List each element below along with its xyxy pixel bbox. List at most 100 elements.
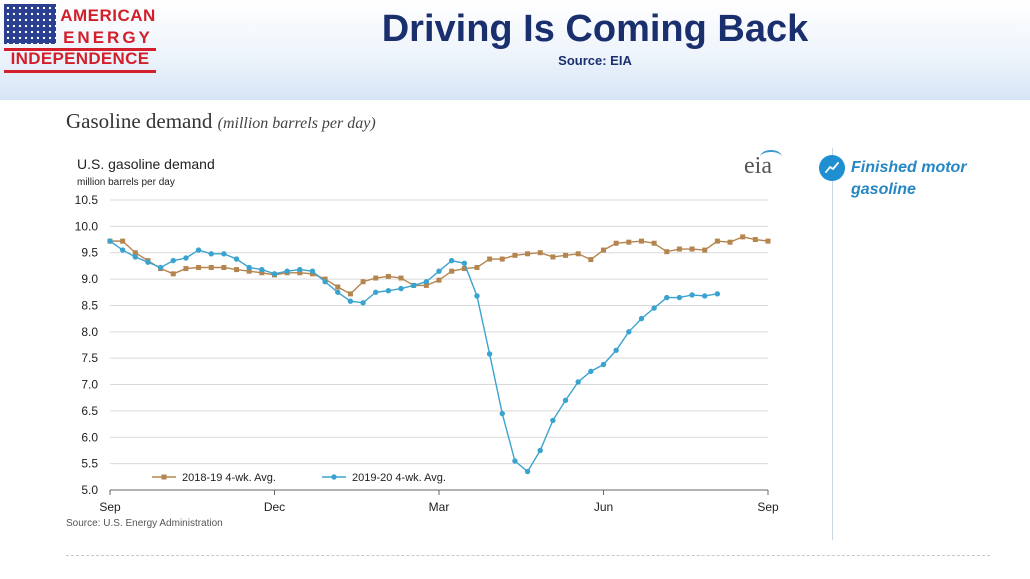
data-point — [499, 256, 505, 262]
eia-arc-icon — [760, 150, 782, 164]
data-point — [360, 279, 366, 285]
data-point — [373, 275, 379, 281]
data-point — [385, 273, 391, 279]
data-point — [449, 268, 455, 274]
data-point — [474, 264, 480, 270]
logo-line-2: ENERGY — [63, 28, 153, 47]
legend-marker — [161, 474, 167, 480]
data-point — [284, 268, 290, 274]
data-point — [259, 266, 265, 273]
data-point — [385, 287, 392, 294]
data-point — [752, 237, 758, 243]
data-point — [347, 298, 354, 304]
y-axis: 5.0 5.5 6.0 6.5 7.0 7.5 8.0 8.5 9.0 9.5 10.0 10.5 — [75, 193, 99, 497]
data-point — [208, 251, 214, 257]
data-point — [297, 270, 303, 276]
data-point — [461, 260, 468, 266]
logo-line-3: INDEPENDENCE — [10, 49, 150, 68]
data-point — [613, 240, 619, 246]
section-heading-main: Gasoline demand — [66, 109, 213, 133]
logo-stripe-top — [4, 48, 156, 51]
x-tick-label: Sep — [757, 500, 779, 514]
y-tick-label: 5.5 — [81, 457, 98, 471]
logo-stripe-bottom — [4, 70, 156, 73]
section-heading-unit: (million barrels per day) — [217, 115, 376, 132]
data-point — [537, 447, 543, 454]
data-point — [157, 264, 164, 271]
data-point — [740, 234, 746, 240]
data-point — [195, 247, 202, 253]
data-point — [537, 250, 543, 256]
data-point — [638, 315, 645, 322]
y-tick-label: 9.0 — [81, 272, 98, 286]
data-point — [486, 351, 493, 357]
y-tick-label: 8.0 — [81, 325, 98, 339]
data-point — [550, 254, 556, 260]
data-point — [765, 238, 771, 244]
data-point — [234, 267, 240, 273]
data-point — [575, 379, 581, 385]
legend-marker — [331, 474, 337, 480]
data-point — [525, 251, 531, 257]
data-point — [664, 294, 670, 301]
legend-label: 2019-20 4-wk. Avg. — [352, 472, 446, 484]
data-point — [297, 266, 303, 273]
data-point — [170, 271, 176, 277]
data-point — [664, 249, 670, 255]
header-banner: AMERICAN ENERGY INDEPENDENCE Driving Is … — [0, 0, 1030, 100]
data-point — [651, 240, 657, 246]
data-point — [588, 368, 594, 375]
data-point — [410, 282, 417, 289]
data-point — [499, 410, 505, 417]
data-point — [196, 264, 202, 270]
data-point — [221, 264, 227, 270]
x-tick-label: Mar — [429, 500, 450, 514]
legend-label: 2018-19 4-wk. Avg. — [182, 472, 276, 484]
data-point — [714, 238, 720, 244]
x-axis: Sep Dec Mar Jun Sep — [99, 489, 779, 514]
series-selector-label[interactable]: Finished motor gasoline — [851, 159, 967, 198]
data-point — [613, 347, 619, 353]
flag-canton — [4, 4, 56, 44]
american-energy-independence-logo: AMERICAN ENERGY INDEPENDENCE — [4, 4, 156, 96]
data-point — [487, 256, 493, 262]
data-point — [398, 275, 404, 281]
x-tick-label: Dec — [264, 500, 285, 514]
data-point — [550, 417, 556, 424]
data-point — [563, 252, 569, 258]
data-point — [727, 239, 733, 245]
y-tick-label: 8.5 — [81, 298, 98, 312]
y-tick-label: 7.5 — [81, 351, 98, 365]
data-point — [183, 266, 189, 272]
data-point — [208, 264, 214, 270]
data-point — [651, 305, 657, 311]
data-point — [512, 252, 518, 258]
data-point — [626, 329, 632, 335]
data-point — [246, 264, 252, 271]
data-point — [132, 250, 138, 256]
panel-divider — [832, 148, 833, 540]
chart-subtitle: million barrels per day — [77, 177, 175, 188]
data-point — [676, 294, 683, 301]
data-point — [436, 268, 442, 274]
eia-logo: eia — [744, 150, 782, 180]
header-source: Source: EIA — [558, 53, 632, 68]
data-point — [689, 246, 695, 252]
data-point — [689, 292, 695, 298]
data-point — [575, 251, 581, 257]
y-tick-label: 5.0 — [81, 483, 98, 497]
chart-series — [107, 234, 771, 475]
logo-line-1: AMERICAN — [60, 6, 156, 25]
line-chart-icon[interactable] — [819, 155, 845, 181]
data-point — [702, 293, 708, 299]
y-tick-label: 9.5 — [81, 246, 98, 260]
data-point — [702, 247, 708, 253]
data-point — [271, 271, 278, 277]
y-tick-label: 6.0 — [81, 430, 98, 444]
data-point — [246, 268, 252, 274]
section-heading: Gasoline demand (million barrels per day… — [66, 109, 376, 134]
chart-title: U.S. gasoline demand — [77, 156, 215, 172]
data-point — [474, 293, 480, 299]
data-point — [600, 361, 607, 368]
page-title: Driving Is Coming Back — [381, 8, 809, 50]
